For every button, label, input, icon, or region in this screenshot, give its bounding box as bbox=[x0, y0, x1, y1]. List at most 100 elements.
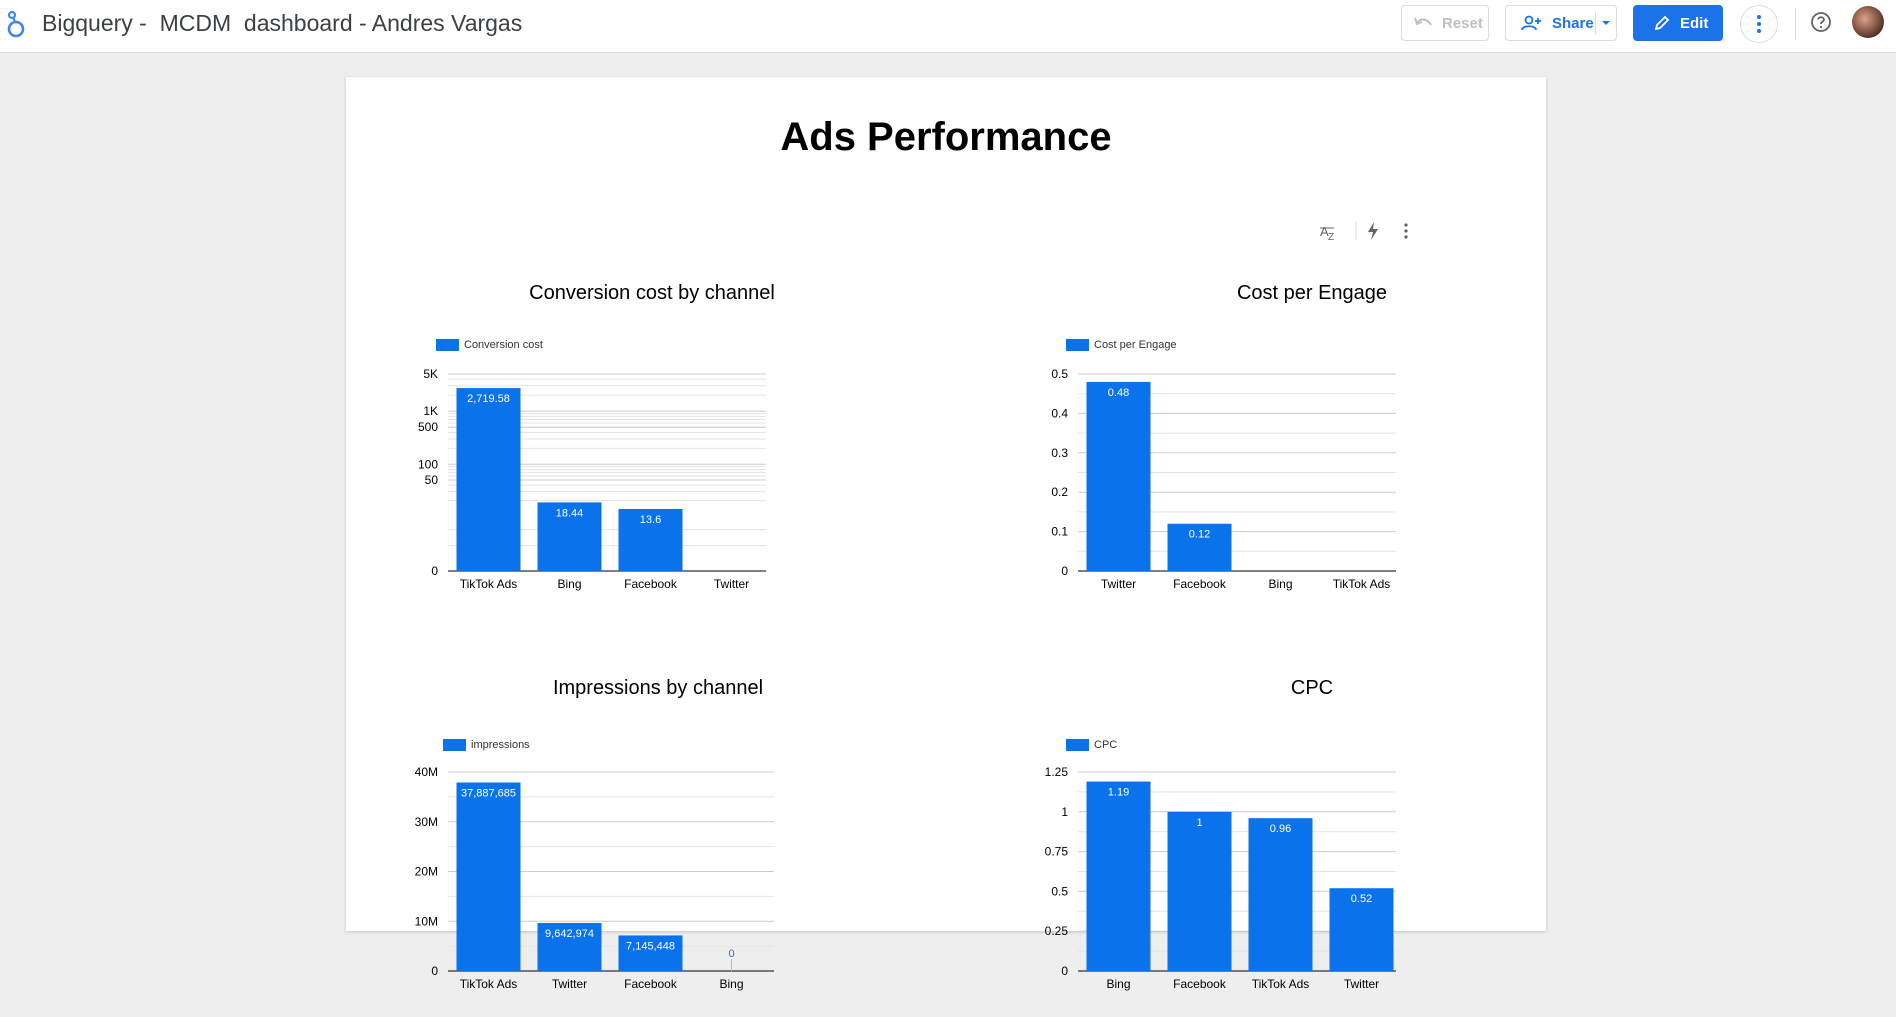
y-tick-label: 50 bbox=[425, 473, 439, 487]
x-tick-label: TikTok Ads bbox=[460, 577, 518, 591]
chart-impressions[interactable]: Impressions by channel impressions 0 10M 20… bbox=[406, 597, 966, 1017]
data-label: 1 bbox=[1196, 817, 1202, 829]
x-tick-label: Bing bbox=[1268, 577, 1292, 591]
bar[interactable] bbox=[1167, 811, 1232, 971]
x-tick-label: Twitter bbox=[1101, 577, 1136, 591]
share-dropdown-icon[interactable] bbox=[1601, 18, 1611, 28]
x-tick-label: Bing bbox=[557, 577, 581, 591]
chart-svg: 0 0.1 0.2 0.3 0.4 0.5 0.48 0.12 Twitter Facebook B… bbox=[1051, 367, 1396, 591]
x-tick-label: TikTok Ads bbox=[460, 977, 518, 991]
chart-svg: 0 10M 20M 30M 40M 37,887,685 9,642,974 7,145,44… bbox=[415, 765, 774, 991]
data-label: 0.12 bbox=[1189, 529, 1210, 541]
x-tick-label: Facebook bbox=[624, 977, 678, 991]
y-axis: 0 10M 20M 30M 40M bbox=[415, 765, 439, 978]
bolt-icon[interactable] bbox=[1368, 222, 1378, 240]
y-tick-label: 5K bbox=[423, 367, 438, 381]
svg-text:Z: Z bbox=[1328, 232, 1334, 243]
x-tick-label: Bing bbox=[1106, 977, 1130, 991]
bars: 2,719.58 18.44 13.6 bbox=[456, 388, 683, 571]
edit-button[interactable]: Edit bbox=[1633, 5, 1723, 41]
chart-conversion-cost[interactable]: Conversion cost by channel Conversion co… bbox=[406, 197, 966, 617]
help-icon[interactable] bbox=[1810, 11, 1832, 33]
legend-swatch bbox=[1066, 739, 1089, 751]
x-tick-label: Twitter bbox=[714, 577, 749, 591]
data-label: 18.44 bbox=[556, 507, 584, 519]
y-tick-label: 1 bbox=[1061, 805, 1068, 819]
bar[interactable] bbox=[456, 782, 521, 971]
data-label: 1.19 bbox=[1108, 787, 1129, 799]
add-person-icon bbox=[1521, 15, 1541, 31]
page-title: Ads Performance bbox=[780, 115, 1112, 159]
bar[interactable] bbox=[1167, 523, 1232, 571]
pencil-icon bbox=[1654, 15, 1670, 31]
x-tick-label: Twitter bbox=[1344, 977, 1379, 991]
y-tick-label: 0 bbox=[431, 564, 438, 578]
legend-label: Cost per Engage bbox=[1094, 339, 1177, 351]
user-avatar[interactable] bbox=[1852, 6, 1884, 38]
chart-more-icon[interactable] bbox=[1404, 223, 1408, 239]
bar[interactable] bbox=[537, 502, 602, 571]
legend-swatch bbox=[443, 739, 466, 751]
edit-label: Edit bbox=[1680, 14, 1709, 32]
reset-button[interactable]: Reset bbox=[1401, 5, 1489, 41]
legend-swatch bbox=[1066, 339, 1089, 351]
y-tick-label: 0 bbox=[1061, 964, 1068, 978]
data-label: 0 bbox=[728, 948, 734, 960]
y-tick-label: 0.5 bbox=[1051, 367, 1068, 381]
sort-az-icon[interactable]: A Z bbox=[1320, 224, 1334, 243]
y-axis: 0 50 100 500 1K 5K bbox=[418, 367, 438, 578]
share-divider bbox=[1595, 12, 1596, 34]
legend-label: CPC bbox=[1094, 739, 1118, 751]
bar[interactable] bbox=[456, 388, 521, 571]
x-tick-label: TikTok Ads bbox=[1333, 577, 1391, 591]
chart-legend[interactable]: CPC bbox=[1066, 739, 1117, 751]
y-tick-label: 1K bbox=[423, 404, 438, 418]
x-tick-label: Facebook bbox=[1173, 577, 1227, 591]
bar[interactable] bbox=[1248, 818, 1313, 971]
report-name[interactable]: Bigquery - MCDM dashboard - Andres Varga… bbox=[42, 10, 523, 36]
report-canvas: Ads Performance Conversion cost by chann… bbox=[346, 77, 1546, 991]
toolbar-divider bbox=[1795, 8, 1796, 40]
y-tick-label: 0.75 bbox=[1045, 845, 1069, 859]
y-tick-label: 1.25 bbox=[1045, 765, 1069, 779]
y-tick-label: 0.3 bbox=[1051, 446, 1068, 460]
y-tick-label: 10M bbox=[415, 914, 438, 928]
x-tick-label: Bing bbox=[719, 977, 743, 991]
y-tick-label: 30M bbox=[415, 815, 438, 829]
legend-label: Conversion cost bbox=[464, 339, 543, 351]
looker-studio-logo-icon[interactable] bbox=[6, 10, 28, 38]
chart-legend[interactable]: Conversion cost bbox=[436, 339, 543, 351]
legend-swatch bbox=[436, 339, 459, 351]
chart-svg: 0 50 100 500 1K 5K 2,719.58 18.44 13.6 TikTok Ads… bbox=[418, 367, 766, 591]
x-tick-label: Twitter bbox=[552, 977, 587, 991]
chart-legend[interactable]: impressions bbox=[443, 739, 530, 751]
y-tick-label: 40M bbox=[415, 765, 438, 779]
share-label: Share bbox=[1552, 14, 1594, 32]
chart-svg: 0 0.25 0.5 0.75 1 1.25 1.19 1 0.96 0.52 Bing Facebo… bbox=[1045, 765, 1396, 991]
data-label: 37,887,685 bbox=[461, 788, 516, 800]
x-tick-label: Facebook bbox=[1173, 977, 1227, 991]
y-tick-label: 500 bbox=[418, 420, 438, 434]
bar[interactable] bbox=[1086, 381, 1151, 571]
x-tick-label: Facebook bbox=[624, 577, 678, 591]
share-button[interactable]: Share bbox=[1505, 5, 1617, 41]
bars: 37,887,685 9,642,974 7,145,448 0 bbox=[456, 782, 735, 971]
y-tick-label: 0.1 bbox=[1051, 525, 1068, 539]
chart-cost-per-engage[interactable]: Cost per Engage Cost per Engage 0 0.1 0.2 0.… bbox=[1036, 197, 1596, 617]
undo-icon bbox=[1414, 17, 1432, 26]
chart-legend[interactable]: Cost per Engage bbox=[1066, 339, 1177, 351]
y-tick-label: 0 bbox=[1061, 564, 1068, 578]
more-options-button[interactable] bbox=[1740, 5, 1778, 43]
data-label: 0.96 bbox=[1270, 823, 1291, 835]
y-tick-label: 100 bbox=[418, 457, 438, 471]
y-tick-label: 0.5 bbox=[1051, 884, 1068, 898]
data-label: 9,642,974 bbox=[545, 928, 594, 940]
bar[interactable] bbox=[1086, 781, 1151, 971]
bars: 0.48 0.12 bbox=[1086, 381, 1232, 571]
y-tick-label: 20M bbox=[415, 865, 438, 879]
bar[interactable] bbox=[618, 508, 683, 571]
reset-label: Reset bbox=[1442, 14, 1483, 32]
data-label: 7,145,448 bbox=[626, 940, 675, 952]
data-label: 0.52 bbox=[1351, 893, 1372, 905]
chart-cpc[interactable]: CPC CPC 0 0.25 0.5 0.75 1 1.25 1.19 1 0.96 0.52 Bin… bbox=[1036, 597, 1596, 1017]
